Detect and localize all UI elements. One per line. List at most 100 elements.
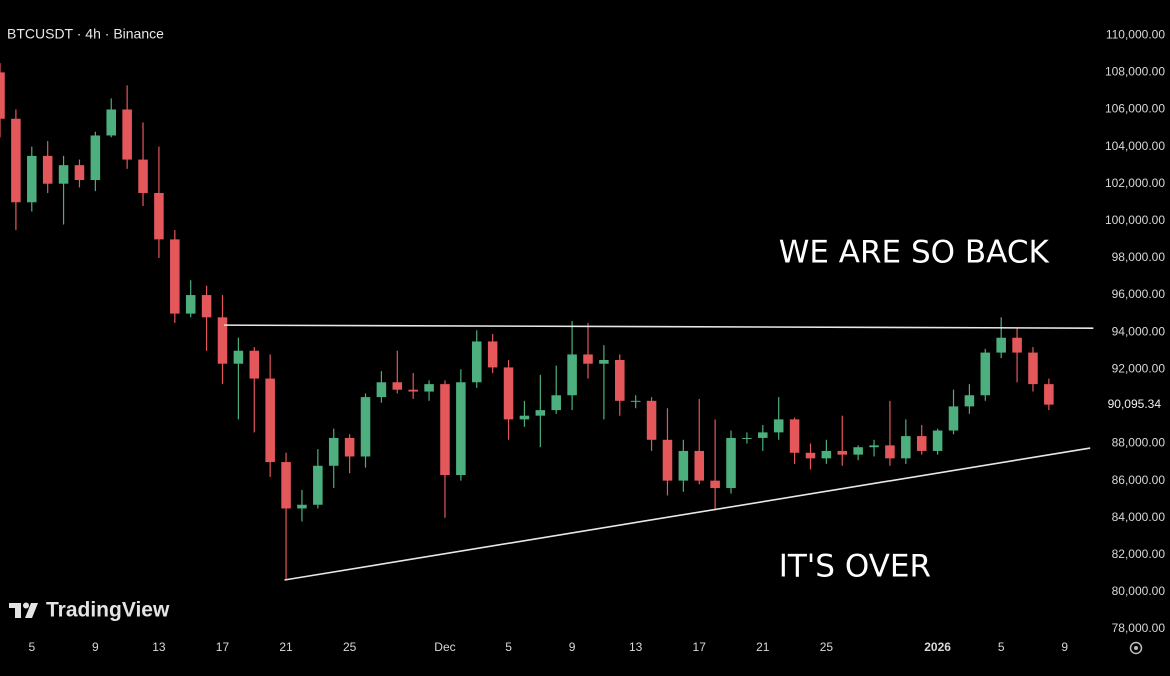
candle-body bbox=[408, 389, 418, 392]
x-tick-label: 9 bbox=[1061, 640, 1068, 654]
candle-body bbox=[885, 445, 895, 459]
candle-body bbox=[694, 450, 705, 481]
candle-body bbox=[837, 450, 848, 455]
annotation: WE ARE SO BACK bbox=[779, 235, 1050, 271]
y-tick-label: 106,000.00 bbox=[1105, 102, 1165, 116]
x-tick-label: 9 bbox=[569, 640, 576, 654]
candle-body bbox=[758, 432, 768, 438]
candle-body bbox=[90, 135, 101, 181]
candle-body bbox=[1044, 384, 1054, 405]
candle-body bbox=[805, 452, 816, 459]
candle-body bbox=[996, 337, 1006, 353]
trendline bbox=[284, 447, 1091, 581]
candle-body bbox=[376, 382, 387, 398]
candle-body bbox=[980, 352, 991, 396]
candle-body bbox=[440, 384, 450, 476]
candle-body bbox=[424, 384, 434, 392]
candle-body bbox=[789, 419, 800, 453]
y-tick-label: 78,000.00 bbox=[1112, 621, 1166, 635]
x-tick-label: 2026 bbox=[924, 640, 951, 654]
y-tick-label: 94,000.00 bbox=[1112, 324, 1166, 338]
y-tick-label: 110,000.00 bbox=[1106, 27, 1165, 41]
candle-body bbox=[773, 419, 784, 433]
candle-body bbox=[281, 462, 291, 509]
candle-body bbox=[154, 192, 164, 240]
x-tick-label: 5 bbox=[505, 640, 512, 654]
y-tick-label: 104,000.00 bbox=[1105, 139, 1165, 153]
candle-body bbox=[328, 437, 339, 466]
y-tick-label: 88,000.00 bbox=[1112, 436, 1166, 450]
y-tick-label: 80,000.00 bbox=[1112, 584, 1166, 598]
candle-body bbox=[170, 239, 180, 314]
candle-body bbox=[360, 397, 371, 457]
candle-body bbox=[615, 360, 625, 401]
candle-body bbox=[217, 317, 228, 364]
candle-body bbox=[0, 72, 5, 119]
candle-body bbox=[662, 439, 673, 481]
annotation: IT'S OVER bbox=[779, 548, 931, 584]
x-tick-label: 17 bbox=[693, 640, 707, 654]
candle-body bbox=[567, 354, 577, 396]
candle-body bbox=[185, 295, 196, 314]
candle-body bbox=[201, 295, 212, 318]
x-tick-label: 9 bbox=[92, 640, 99, 654]
x-tick-label: 5 bbox=[28, 640, 35, 654]
candle-body bbox=[916, 436, 927, 451]
y-tick-label: 86,000.00 bbox=[1112, 473, 1166, 487]
candle-body bbox=[630, 400, 641, 402]
y-tick-label: 82,000.00 bbox=[1112, 547, 1166, 561]
x-tick-label: 21 bbox=[279, 640, 293, 654]
settings-icon[interactable] bbox=[1129, 641, 1143, 655]
candle-body bbox=[964, 395, 975, 407]
candle-body bbox=[344, 437, 355, 457]
y-tick-label: 102,000.00 bbox=[1105, 176, 1165, 190]
candle-body bbox=[535, 410, 546, 416]
trendline bbox=[224, 324, 1094, 329]
brand-logo bbox=[9, 602, 38, 618]
x-tick-label: 13 bbox=[152, 640, 166, 654]
chart-title: BTCUSDT · 4h · Binance bbox=[7, 26, 164, 42]
candle-body bbox=[869, 445, 879, 448]
y-tick-label: 92,000.00 bbox=[1112, 361, 1166, 375]
candle-body bbox=[233, 350, 244, 364]
x-tick-label: 25 bbox=[820, 640, 834, 654]
x-tick-label: 21 bbox=[756, 640, 770, 654]
candle-body bbox=[710, 480, 720, 489]
candle-body bbox=[74, 165, 85, 181]
y-tick-label: 100,000.00 bbox=[1105, 213, 1165, 227]
candle-body bbox=[138, 159, 148, 193]
candle-body bbox=[503, 367, 514, 420]
candle-body bbox=[551, 395, 561, 411]
x-tick-label: 17 bbox=[216, 640, 230, 654]
candle-body bbox=[392, 382, 403, 390]
candle-body bbox=[948, 406, 959, 431]
last-price-label: 90,095.34 bbox=[1108, 397, 1162, 411]
x-tick-label: 5 bbox=[998, 640, 1005, 654]
candle-body bbox=[11, 118, 21, 203]
candle-body bbox=[456, 382, 466, 476]
candle-body bbox=[646, 400, 657, 440]
x-tick-label: Dec bbox=[434, 640, 455, 654]
candle-body bbox=[821, 450, 832, 459]
candle-body bbox=[1012, 337, 1022, 353]
candle-body bbox=[249, 350, 260, 379]
y-tick-label: 84,000.00 bbox=[1112, 510, 1166, 524]
candle-body bbox=[297, 504, 307, 509]
y-tick-label: 96,000.00 bbox=[1112, 287, 1166, 301]
x-tick-label: 25 bbox=[343, 640, 357, 654]
candle-body bbox=[487, 341, 498, 368]
candle-body bbox=[726, 437, 736, 489]
candle-body bbox=[471, 341, 482, 383]
candle-body bbox=[1028, 352, 1038, 385]
y-tick-label: 108,000.00 bbox=[1105, 65, 1165, 79]
candle-body bbox=[265, 378, 275, 463]
candle-body bbox=[742, 437, 752, 439]
candle-body bbox=[678, 450, 689, 481]
candle-body bbox=[313, 465, 323, 505]
candle-body bbox=[122, 109, 132, 160]
candle-body bbox=[583, 354, 593, 364]
x-tick-label: 13 bbox=[629, 640, 643, 654]
brand-name: TradingView bbox=[46, 599, 170, 622]
